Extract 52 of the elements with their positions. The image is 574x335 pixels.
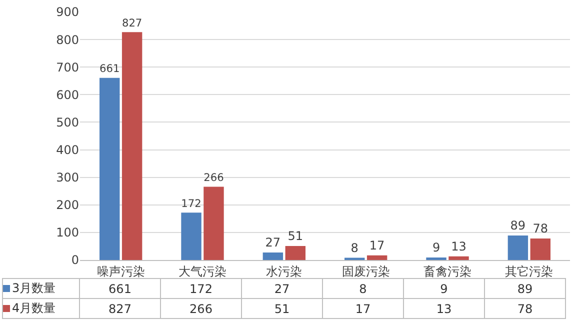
x-tick-label: 畜禽污染 bbox=[424, 264, 472, 278]
data-label: 8 bbox=[350, 240, 358, 255]
text: 661 bbox=[80, 278, 160, 298]
data-label: 661 bbox=[100, 63, 120, 76]
text: 8 bbox=[322, 278, 404, 298]
bar bbox=[366, 255, 388, 260]
text: 827 bbox=[80, 298, 160, 318]
text: 89 bbox=[484, 278, 566, 298]
text: 27 bbox=[242, 278, 322, 298]
y-tick-label: 0 bbox=[71, 253, 79, 268]
y-tick-label: 200 bbox=[56, 198, 79, 212]
text: 172 bbox=[160, 278, 242, 298]
bar bbox=[204, 186, 224, 260]
bar bbox=[262, 252, 284, 260]
x-tick-label: 水污染 bbox=[266, 264, 302, 278]
legend-label: 3月数量 bbox=[2, 278, 80, 298]
x-tick-label: 噪声污染 bbox=[96, 264, 145, 278]
bar bbox=[448, 256, 469, 260]
y-tick-label: 900 bbox=[56, 5, 79, 20]
x-tick-label: 其它污染 bbox=[505, 264, 554, 278]
data-label: 89 bbox=[510, 218, 526, 232]
y-tick-label: 700 bbox=[56, 60, 79, 74]
legend-label: 4月数量 bbox=[2, 298, 80, 318]
text: 13 bbox=[404, 298, 484, 318]
data-label: 27 bbox=[265, 236, 281, 250]
x-tick-label: 大气污染 bbox=[178, 264, 226, 278]
bar bbox=[508, 235, 528, 260]
text: 9 bbox=[404, 278, 484, 298]
text: 78 bbox=[484, 298, 566, 318]
text: 51 bbox=[242, 298, 322, 318]
bar bbox=[285, 246, 306, 260]
data-label: 51 bbox=[288, 228, 304, 243]
y-tick-label: 100 bbox=[56, 226, 79, 240]
text: 266 bbox=[160, 298, 242, 318]
bar bbox=[530, 238, 550, 260]
y-tick-label: 300 bbox=[56, 170, 79, 185]
text: 17 bbox=[322, 298, 404, 318]
data-label: 13 bbox=[451, 239, 466, 254]
y-tick-label: 600 bbox=[56, 88, 79, 102]
x-tick-label: 固废污染 bbox=[342, 264, 390, 278]
data-label: 78 bbox=[532, 222, 548, 236]
data-label: 9 bbox=[432, 240, 440, 255]
data-label: 17 bbox=[369, 238, 385, 252]
bar bbox=[181, 212, 202, 260]
y-tick-label: 500 bbox=[56, 115, 79, 130]
data-label: 827 bbox=[122, 17, 142, 30]
bar bbox=[100, 78, 120, 260]
data-label: 172 bbox=[181, 198, 202, 210]
bar bbox=[122, 32, 142, 260]
data-label: 266 bbox=[204, 172, 224, 184]
y-tick-label: 400 bbox=[56, 142, 79, 157]
y-tick-label: 800 bbox=[56, 32, 79, 47]
